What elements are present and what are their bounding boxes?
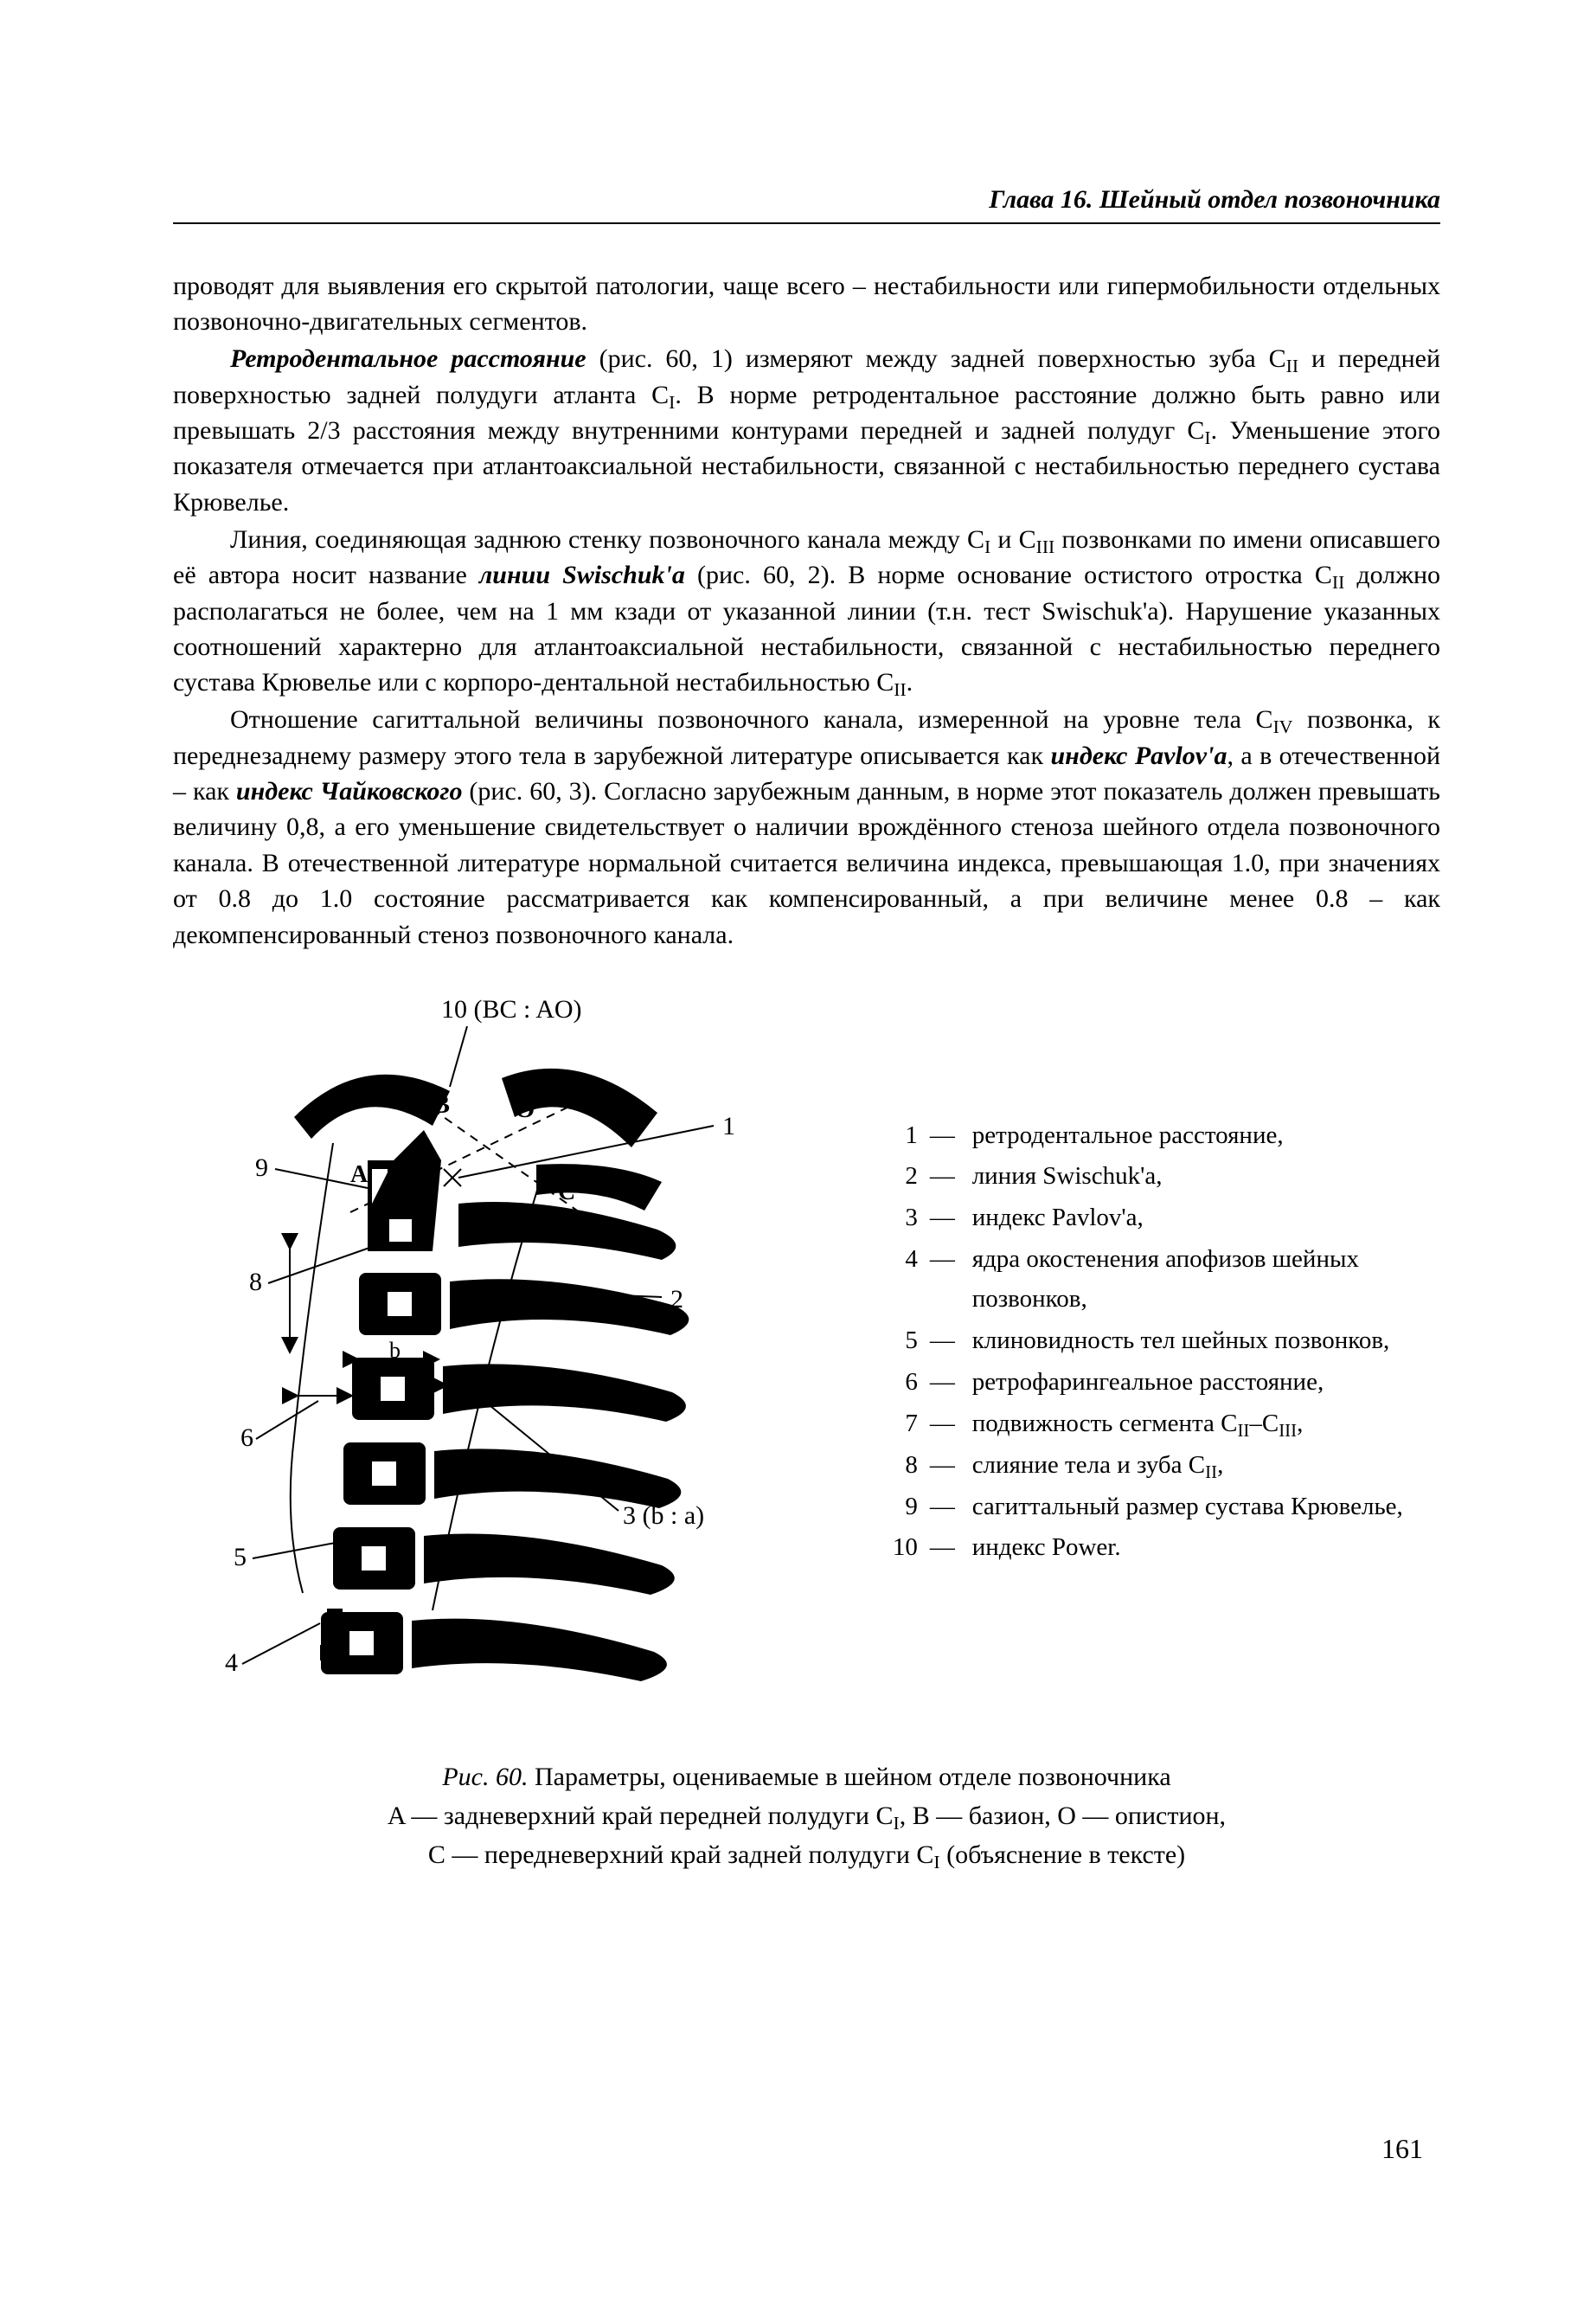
caption-line3: C — передневерхний край задней полудуги … xyxy=(173,1835,1440,1874)
fig-letter-B: B xyxy=(433,1090,450,1119)
legend-num: 9 xyxy=(865,1487,918,1526)
legend-num: 8 xyxy=(865,1445,918,1485)
legend-row: 1 — ретродентальное расстояние, xyxy=(865,1115,1440,1155)
paragraph-2: Ретродентальное расстояние (рис. 60, 1) … xyxy=(173,341,1440,520)
legend-text: линия Swischuk'а, xyxy=(972,1156,1440,1196)
legend-num: 1 xyxy=(865,1115,918,1155)
caption-title: Параметры, оцениваемые в шейном отделе п… xyxy=(529,1763,1171,1791)
legend-text: клиновидность тел шейных позвонков, xyxy=(972,1320,1440,1360)
p3-s2: III xyxy=(1036,536,1055,557)
legend-text: ретрофарингеальное расстояние, xyxy=(972,1362,1440,1402)
page-number: 161 xyxy=(1381,2129,1423,2168)
legend-text: ядра окостенения апофизов шейных позвонк… xyxy=(972,1239,1440,1320)
legend-dash: — xyxy=(930,1239,960,1279)
page: Глава 16. Шейный отдел позвоночника пров… xyxy=(0,0,1596,2306)
legend-num: 6 xyxy=(865,1362,918,1402)
legend-row: 6 — ретрофарингеальное расстояние, xyxy=(865,1362,1440,1402)
fig-n2: 2 xyxy=(670,1285,683,1314)
vertebra-row: a b xyxy=(321,1273,689,1681)
p3-s4: II xyxy=(894,679,906,700)
legend-row: 2 — линия Swischuk'а, xyxy=(865,1156,1440,1196)
legend-row: 4 — ядра окостенения апофизов шейных позво… xyxy=(865,1239,1440,1320)
legend-num: 4 xyxy=(865,1239,918,1279)
figure-zone: 10 (BC : AO) B O A C xyxy=(173,987,1440,1697)
p2-s1: II xyxy=(1286,356,1298,376)
legend-text: индекс Pavlov'а, xyxy=(972,1198,1440,1237)
p3-d: (рис. 60, 2). В норме основание остистог… xyxy=(685,561,1332,589)
p4-bi1: индекс Pavlov'а xyxy=(1050,742,1227,770)
legend-num: 7 xyxy=(865,1404,918,1443)
running-head: Глава 16. Шейный отдел позвоночника xyxy=(173,182,1440,224)
legend-num: 3 xyxy=(865,1198,918,1237)
legend: 1 — ретродентальное расстояние, 2 — линия Swi… xyxy=(865,1115,1440,1570)
p3-a: Линия, соединяющая заднюю стенку позвоно… xyxy=(230,525,984,554)
legend-row: 8 — слияние тела и зуба CII, xyxy=(865,1445,1440,1485)
p4-bi2: индекс Чайковского xyxy=(236,777,463,806)
paragraph-4: Отношение сагиттальной величины позвоноч… xyxy=(173,702,1440,953)
fig-letter-O: O xyxy=(515,1095,535,1123)
running-head-text: Глава 16. Шейный отдел позвоночника xyxy=(989,185,1440,214)
legend-num: 10 xyxy=(865,1527,918,1567)
legend-dash: — xyxy=(930,1156,960,1196)
legend-text: слияние тела и зуба CII, xyxy=(972,1445,1440,1485)
legend-num: 5 xyxy=(865,1320,918,1360)
p2-t1: (рис. 60, 1) измеряют между задней повер… xyxy=(586,344,1286,373)
fig-n1: 1 xyxy=(722,1112,735,1140)
fig-n5: 5 xyxy=(234,1543,247,1571)
fig-n6: 6 xyxy=(240,1423,253,1452)
legend-row: 10 — индекс Power. xyxy=(865,1527,1440,1567)
p1-text: проводят для выявления его скрытой патол… xyxy=(173,272,1440,336)
caption-figno: Рис. 60. xyxy=(442,1763,528,1791)
fig-n4: 4 xyxy=(225,1648,238,1677)
p3-s3: II xyxy=(1332,572,1344,593)
legend-dash: — xyxy=(930,1487,960,1526)
legend-text: индекс Power. xyxy=(972,1527,1440,1567)
legend-row: 3 — индекс Pavlov'а, xyxy=(865,1198,1440,1237)
p3-b: и C xyxy=(990,525,1035,554)
legend-num: 2 xyxy=(865,1156,918,1196)
fig-letter-A: A xyxy=(350,1161,369,1188)
p3-bi1: линии Swischuk'а xyxy=(479,561,685,589)
p2-term: Ретродентальное расстояние xyxy=(230,344,586,373)
legend-dash: — xyxy=(930,1362,960,1402)
legend-row: 5 — клиновидность тел шейных позвонков, xyxy=(865,1320,1440,1360)
legend-row: 9 — сагиттальный размер сустава Крювелье, xyxy=(865,1487,1440,1526)
legend-text: ретродентальное расстояние, xyxy=(972,1115,1440,1155)
p4-a: Отношение сагиттальной величины позвоноч… xyxy=(230,705,1273,734)
legend-dash: — xyxy=(930,1115,960,1155)
fig-n8: 8 xyxy=(249,1268,262,1296)
p3-f: . xyxy=(907,668,913,697)
fig-top-label: 10 (BC : AO) xyxy=(441,995,582,1024)
legend-dash: — xyxy=(930,1527,960,1567)
fig-n3: 3 (b : a) xyxy=(623,1501,704,1530)
legend-text: сагиттальный размер сустава Крювелье, xyxy=(972,1487,1440,1526)
figure-diagram: 10 (BC : AO) B O A C xyxy=(173,987,813,1697)
legend-dash: — xyxy=(930,1198,960,1237)
legend-dash: — xyxy=(930,1445,960,1485)
p2-s3: I xyxy=(1204,427,1210,448)
paragraph-1: проводят для выявления его скрытой патол… xyxy=(173,268,1440,340)
paragraph-3: Линия, соединяющая заднюю стенку позвоно… xyxy=(173,522,1440,701)
figure-caption: Рис. 60. Параметры, оцениваемые в шейном… xyxy=(173,1757,1440,1874)
legend-row: 7 — подвижность сегмента CII–CIII, xyxy=(865,1404,1440,1443)
caption-line2: A — задневерхний край передней полудуги … xyxy=(173,1796,1440,1835)
fig-letter-a: a xyxy=(465,1362,475,1387)
p4-s1: IV xyxy=(1273,716,1293,737)
legend-text: подвижность сегмента CII–CIII, xyxy=(972,1404,1440,1443)
body-text: проводят для выявления его скрытой патол… xyxy=(173,268,1440,953)
fig-n9: 9 xyxy=(255,1153,268,1182)
legend-dash: — xyxy=(930,1404,960,1443)
legend-dash: — xyxy=(930,1320,960,1360)
